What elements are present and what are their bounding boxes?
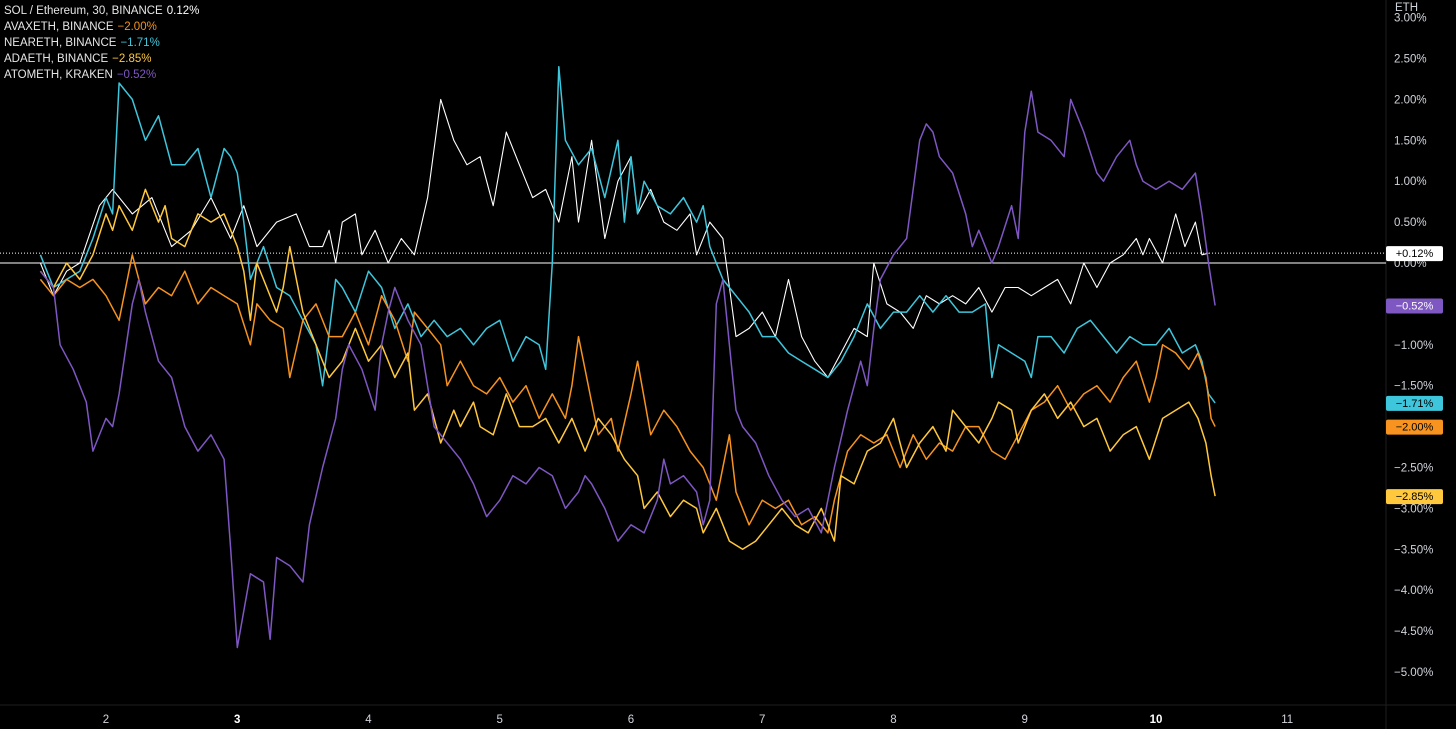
legend-row-sol[interactable]: SOL / Ethereum, 30, BINANCE 0.12% [4,3,199,19]
y-tick-label: 3.00% [1394,13,1427,25]
last-value-badge-label: +0.12% [1396,248,1434,260]
y-tick-label: −3.00% [1394,503,1433,515]
legend-name: AVAXETH, BINANCE [4,21,114,33]
legend-row-ada[interactable]: ADAETH, BINANCE −2.85% [4,51,199,67]
y-tick-label: −2.50% [1394,463,1433,475]
legend-name: NEARETH, BINANCE [4,37,117,49]
last-value-badge [1386,489,1443,505]
series-line-1 [39,65,1216,404]
legend-name: ATOMETH, KRAKEN [4,69,113,81]
legend-value: −2.00% [117,21,157,33]
y-tick-label: −1.50% [1394,381,1433,393]
legend-value: −0.52% [116,69,157,81]
x-tick-label: 9 [1022,714,1028,726]
last-value-badge-label: −1.71% [1396,398,1434,410]
y-tick-label: 1.50% [1394,135,1427,147]
last-value-badge [1386,246,1443,262]
legend-row-near[interactable]: NEARETH, BINANCE −1.71% [4,35,199,51]
legend-name: SOL / Ethereum, 30, BINANCE [4,5,163,17]
x-tick-label: 2 [103,714,109,726]
last-value-badge [1386,298,1443,314]
last-value-badge-label: −2.85% [1396,491,1434,503]
last-value-badge-label: −0.52% [1396,301,1434,313]
y-tick-label: −5.00% [1394,667,1433,679]
y-tick-label: −1.00% [1394,340,1433,352]
x-tick-label: 6 [628,714,634,726]
y-tick-label: −3.50% [1394,544,1433,556]
y-tick-label: −4.00% [1394,585,1433,597]
x-tick-label: 4 [365,714,372,726]
x-tick-label: 8 [890,714,896,726]
y-tick-label: 0.50% [1394,217,1427,229]
x-tick-label: 3 [234,714,240,726]
series-line-3 [39,188,1216,551]
y-tick-label: 2.00% [1394,94,1427,106]
y-tick-label: 2.50% [1394,54,1427,66]
legend-row-atom[interactable]: ATOMETH, KRAKEN −0.52% [4,67,199,83]
chart-legend: SOL / Ethereum, 30, BINANCE 0.12% AVAXETH… [4,3,199,83]
y-tick-label: 1.00% [1394,176,1427,188]
last-value-badge [1386,419,1443,435]
legend-name: ADAETH, BINANCE [4,53,109,65]
series-line-2 [39,254,1216,534]
last-value-badge-label: −2.00% [1396,422,1434,434]
price-axis-unit: ETH [1395,2,1418,14]
y-tick-label: −4.50% [1394,626,1433,638]
x-tick-label: 10 [1150,714,1163,726]
last-value-badge [1386,395,1443,411]
series-line-4 [39,90,1216,649]
legend-row-avax[interactable]: AVAXETH, BINANCE −2.00% [4,19,199,35]
series-line-0 [39,98,1209,379]
legend-value: −2.85% [112,53,152,65]
x-tick-label: 5 [497,714,503,726]
x-tick-label: 11 [1281,714,1293,726]
legend-value: −1.71% [120,37,160,49]
x-tick-label: 7 [759,714,765,726]
legend-value: 0.12% [166,5,200,17]
